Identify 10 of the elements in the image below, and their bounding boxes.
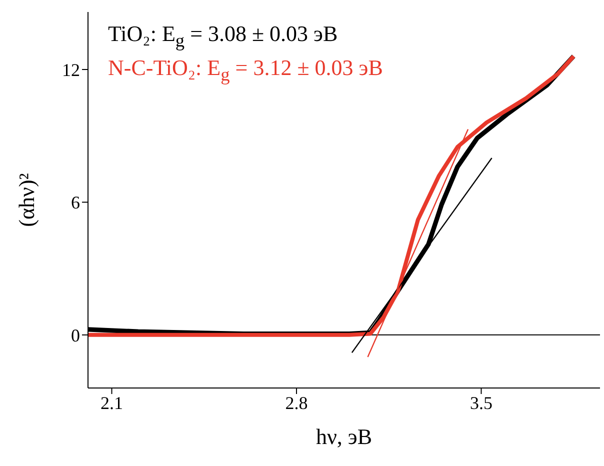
text: N-C-TiO₂: E$_{g}$ = 3.12 ± 0.03 эВ	[108, 54, 383, 87]
y-tick-label: 12	[62, 60, 80, 80]
text: TiO₂: E$_{g}$ = 3.08 ± 0.03 эВ	[108, 20, 339, 52]
x-tick-label: 3.5	[470, 392, 492, 413]
y-tick-label: 0	[71, 325, 80, 346]
x-tick-label: 2.8	[285, 392, 308, 413]
x-tick-label: 2.1	[100, 392, 124, 413]
x-axis-title: hν, эВ	[316, 424, 372, 449]
y-tick-label: 6	[71, 192, 80, 213]
y-axis-title: (αhν)²	[14, 172, 39, 227]
